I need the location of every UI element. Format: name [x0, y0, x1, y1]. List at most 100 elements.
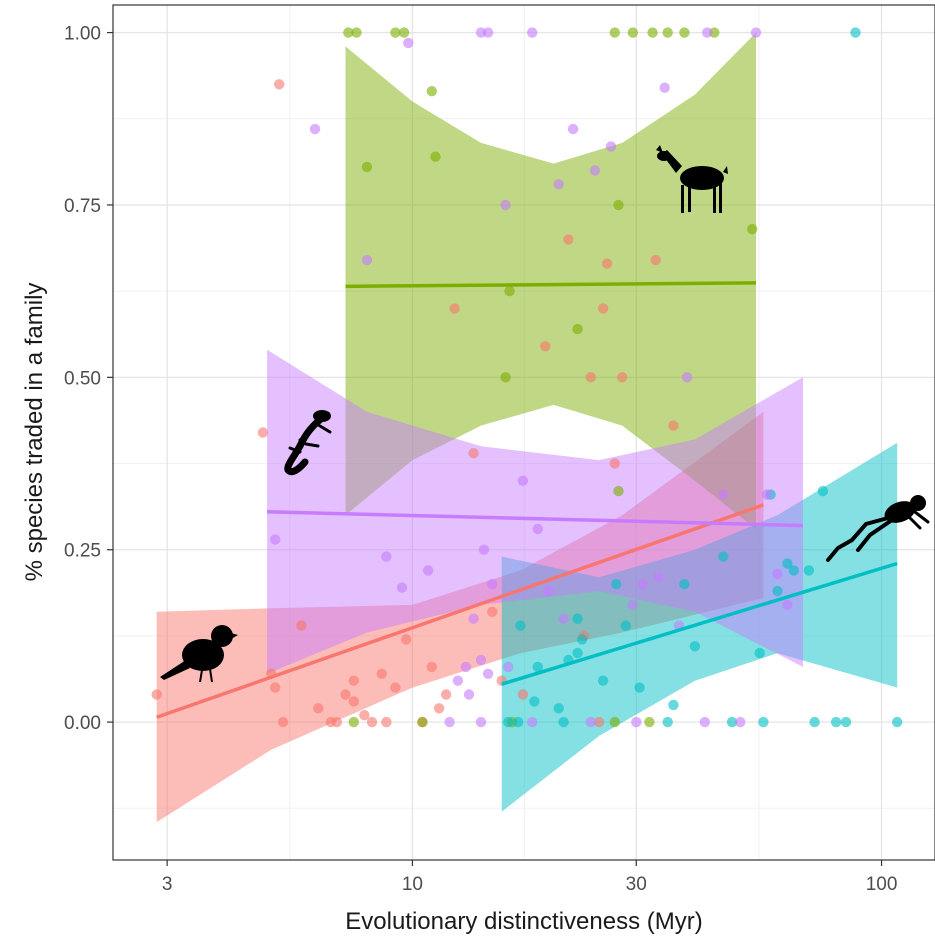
- data-point-series-2: [609, 716, 620, 728]
- data-point-series-4: [553, 179, 564, 190]
- data-point-series-4: [653, 572, 664, 583]
- data-point-series-4: [422, 565, 434, 576]
- data-point-series-3: [572, 647, 583, 659]
- data-point-series-3: [532, 661, 543, 673]
- bird-silhouette-icon: [160, 625, 238, 683]
- y-tick-label: 1.00: [64, 24, 101, 45]
- data-point-series-4: [478, 544, 490, 555]
- data-point-series-4: [396, 582, 408, 593]
- data-point-series-2: [348, 716, 359, 728]
- data-point-series-3: [553, 703, 564, 714]
- data-point-series-3: [758, 716, 769, 728]
- data-point-series-2: [504, 285, 515, 297]
- data-point-series-4: [444, 716, 455, 728]
- y-axis: 0.00 0.25 0.50 0.75 1.00: [64, 24, 113, 734]
- data-point-series-4: [527, 27, 538, 38]
- data-point-series-1: [449, 303, 460, 314]
- data-point-series-3: [679, 579, 690, 590]
- data-point-series-4: [567, 123, 579, 135]
- data-point-series-1: [348, 696, 359, 707]
- x-tick-label: 3: [162, 874, 173, 895]
- data-point-series-4: [270, 534, 281, 545]
- data-point-series-1: [270, 682, 281, 693]
- data-point-series-3: [830, 716, 842, 728]
- x-axis: 3 10 30 100: [162, 860, 898, 895]
- data-point-series-4: [309, 123, 321, 135]
- data-point-series-3: [726, 716, 738, 728]
- data-point-series-1: [601, 258, 613, 269]
- data-point-series-1: [540, 341, 551, 352]
- data-point-series-1: [359, 710, 370, 721]
- data-point-series-1: [487, 606, 498, 617]
- data-point-series-2: [398, 27, 410, 38]
- data-point-series-4: [468, 613, 479, 624]
- data-point-series-3: [892, 716, 903, 728]
- data-point-series-2: [343, 27, 354, 38]
- data-point-series-4: [361, 254, 373, 266]
- data-point-series-2: [390, 27, 401, 38]
- fit-line-2: [345, 281, 757, 289]
- data-point-series-2: [351, 27, 362, 38]
- data-point-series-1: [340, 689, 351, 700]
- data-point-series-2: [647, 27, 658, 38]
- data-point-series-2: [609, 27, 620, 38]
- data-point-series-3: [754, 647, 765, 659]
- fit-line-3: [501, 561, 898, 686]
- data-point-series-2: [613, 485, 624, 497]
- fit-line-1: [156, 503, 764, 719]
- data-point-series-3: [668, 699, 679, 711]
- data-point-series-4: [702, 27, 713, 38]
- data-point-series-4: [699, 716, 710, 728]
- data-point-series-4: [659, 82, 670, 93]
- data-point-series-3: [620, 620, 631, 631]
- data-point-series-3: [576, 634, 588, 645]
- data-point-series-4: [627, 599, 638, 611]
- data-point-series-3: [817, 485, 829, 497]
- x-tick-label: 100: [866, 874, 898, 895]
- data-point-series-4: [532, 523, 543, 535]
- y-tick-label: 0.00: [64, 713, 101, 734]
- data-point-series-1: [277, 716, 289, 728]
- data-point-series-3: [512, 716, 524, 728]
- data-point-series-1: [366, 716, 378, 728]
- data-point-series-3: [809, 716, 820, 728]
- data-point-series-1: [257, 427, 269, 438]
- data-point-series-2: [417, 716, 428, 728]
- data-point-series-4: [543, 585, 554, 597]
- data-point-series-1: [650, 254, 661, 266]
- confidence-ribbon-2: [345, 32, 756, 529]
- x-axis-title: Evolutionary distinctiveness (Myr): [345, 908, 702, 935]
- data-point-series-4: [403, 37, 414, 49]
- data-point-series-3: [850, 27, 861, 38]
- data-point-series-3: [634, 682, 645, 693]
- data-point-series-3: [558, 716, 569, 728]
- data-point-series-1: [381, 716, 392, 728]
- data-point-series-1: [348, 675, 359, 686]
- data-point-series-1: [426, 661, 437, 673]
- data-point-series-1: [668, 420, 679, 431]
- data-point-series-4: [772, 568, 783, 580]
- data-point-series-4: [558, 613, 569, 624]
- panel-border: [112, 4, 935, 861]
- data-point-series-1: [468, 448, 479, 459]
- data-point-series-2: [747, 223, 758, 235]
- data-point-series-4: [750, 27, 762, 38]
- data-point-series-3: [689, 641, 701, 652]
- data-point-series-4: [761, 489, 773, 500]
- data-point-series-2: [644, 716, 655, 728]
- data-point-series-4: [517, 475, 529, 486]
- data-point-series-1: [376, 668, 387, 679]
- data-point-series-1: [274, 79, 285, 90]
- data-point-series-4: [718, 489, 729, 500]
- data-point-series-3: [611, 579, 622, 590]
- data-point-series-1: [390, 682, 401, 693]
- data-point-series-4: [503, 661, 514, 673]
- data-point-series-2: [662, 27, 673, 38]
- data-point-series-4: [585, 716, 596, 728]
- data-point-series-3: [782, 558, 793, 569]
- data-point-series-1: [313, 703, 324, 714]
- data-point-series-3: [572, 613, 583, 624]
- data-point-series-1: [563, 234, 574, 245]
- data-point-series-4: [605, 141, 617, 152]
